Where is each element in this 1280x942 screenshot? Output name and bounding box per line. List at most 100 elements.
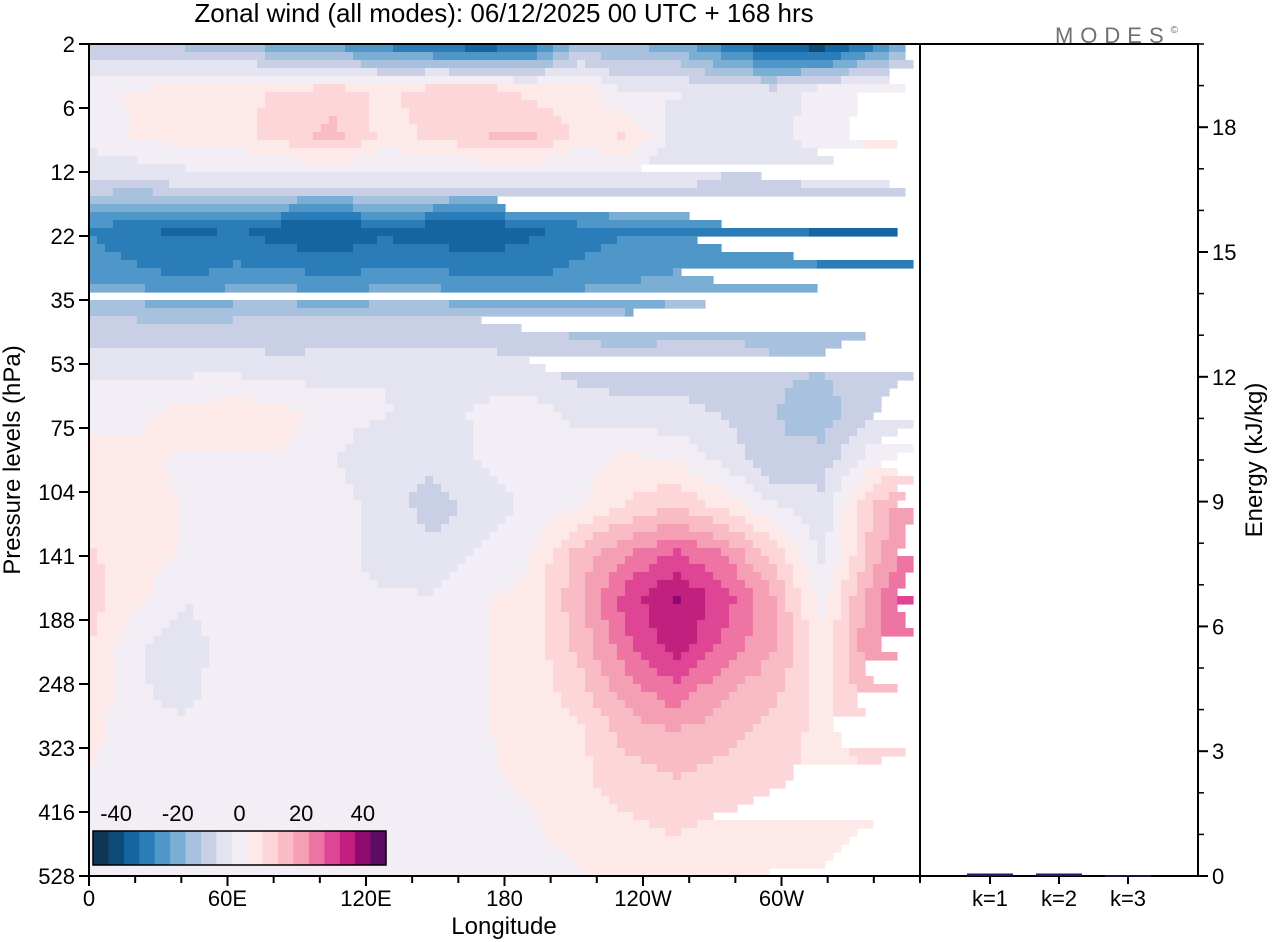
wind-field-cell (705, 564, 738, 573)
wind-field-cell (633, 492, 698, 501)
wind-field-cell (665, 124, 794, 133)
wind-field-cell (569, 124, 642, 133)
wind-field-cell (817, 556, 826, 565)
wind-field-cell (841, 548, 858, 557)
wind-field-cell (753, 540, 778, 549)
wind-field-cell (761, 468, 826, 477)
wind-field-cell (257, 116, 330, 125)
wind-field-cell (217, 228, 250, 237)
wind-field-cell (833, 708, 866, 717)
wind-field-cell (417, 516, 450, 525)
wind-field-cell (89, 732, 106, 741)
wind-field-cell (265, 348, 306, 357)
wind-field-cell (753, 604, 778, 613)
wind-field-cell (657, 340, 746, 349)
wind-field-cell (169, 476, 346, 485)
wind-field-cell (633, 532, 714, 541)
wind-field-cell (593, 84, 618, 93)
wind-field-cell (809, 724, 834, 733)
wind-field-cell (849, 500, 858, 509)
wind-field-cell (89, 804, 530, 813)
wind-field-cell (545, 828, 666, 837)
wind-field-cell (593, 652, 618, 661)
wind-field-cell (553, 844, 842, 853)
wind-field-cell (113, 692, 154, 701)
wind-field-cell (785, 676, 810, 685)
wind-field-cell (585, 252, 794, 261)
pressure-tick-label: 6 (63, 96, 75, 121)
wind-field-cell (89, 68, 378, 77)
wind-field-cell (89, 260, 138, 269)
wind-field-cell (489, 396, 538, 405)
wind-field-cell (113, 652, 146, 661)
wind-field-cell (425, 212, 506, 221)
wind-field-cell (489, 596, 546, 605)
wind-field-cell (849, 604, 866, 613)
wind-field-cell (577, 380, 794, 389)
wind-field-cell (857, 548, 866, 557)
wind-field-cell (825, 484, 842, 493)
wind-field-cell (513, 492, 586, 501)
wind-field-cell (129, 620, 170, 629)
wind-field-cell (833, 60, 858, 69)
energy-plot-frame (919, 43, 1199, 877)
wind-field-cell (385, 388, 610, 397)
wind-field-cell (89, 764, 498, 773)
colorbar-swatch (370, 831, 387, 865)
energy-tick-label: 3 (1212, 739, 1224, 764)
wind-field-cell (849, 44, 874, 53)
wind-field-cell (801, 180, 890, 189)
wind-field-cell (145, 652, 210, 661)
wind-field-cell (121, 252, 586, 261)
wind-field-cell (473, 420, 570, 429)
wind-field-cell (89, 468, 170, 477)
wind-field-cell (753, 564, 778, 573)
wind-field-cell (209, 268, 306, 277)
wind-field-cell (761, 716, 810, 725)
wind-field-cell (209, 636, 490, 645)
wind-field-cell (825, 372, 914, 381)
wind-field-cell (145, 660, 210, 669)
wind-field-cell (857, 60, 890, 69)
wind-field-cell (129, 612, 178, 621)
wind-field-cell (89, 76, 514, 85)
wind-field-cell (625, 748, 730, 757)
colorbar-label: -40 (100, 801, 132, 826)
wind-field-cell (825, 44, 850, 53)
wind-field-cell (665, 100, 802, 109)
wind-field-cell (785, 580, 794, 589)
wind-field-cell (609, 580, 626, 589)
wind-field-cell (89, 668, 114, 677)
wind-field-cell (729, 588, 754, 597)
pressure-tick-label: 35 (51, 288, 75, 313)
wind-field-cell (89, 484, 170, 493)
wind-field-cell (625, 556, 658, 565)
wind-field-cell (785, 396, 842, 405)
wind-field-cell (433, 204, 506, 213)
wind-field-cell (849, 652, 866, 661)
wind-field-cell (569, 420, 730, 429)
wind-field-cell (809, 532, 826, 541)
wind-field-cell (305, 348, 498, 357)
wind-field-cell (841, 556, 850, 565)
wind-field-cell (561, 372, 810, 381)
wind-field-cell (113, 188, 154, 197)
wind-field-cell (609, 524, 658, 533)
wind-field-cell (353, 484, 418, 493)
wind-field-cell (89, 604, 106, 613)
wind-field-cell (89, 132, 130, 141)
wind-field-cell (681, 828, 858, 837)
longitude-tick-label: 60E (208, 886, 247, 911)
wind-field-cell (841, 612, 850, 621)
wind-field-cell (601, 468, 690, 477)
wind-field-cell (785, 388, 834, 397)
wind-field-cell (841, 508, 858, 517)
wind-field-cell (745, 644, 778, 653)
wind-field-cell (681, 772, 794, 781)
wind-field-cell (177, 532, 362, 541)
wind-field-cell (825, 468, 850, 477)
wind-field-cell (793, 620, 810, 629)
wind-field-cell (553, 60, 578, 69)
wind-field-cell (537, 532, 570, 541)
wind-field-cell (697, 180, 802, 189)
